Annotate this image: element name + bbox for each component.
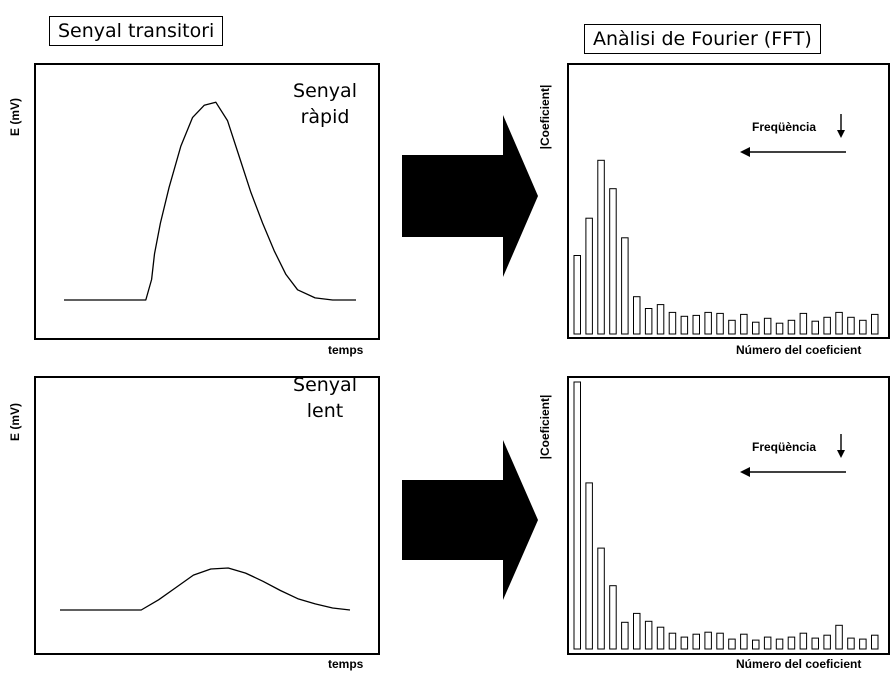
fast-spectrum-bar (573, 255, 581, 335)
slow-spectrum-bar (787, 636, 796, 650)
fast-freq-direction-arrow (740, 147, 846, 157)
slow-spectrum-panel (567, 376, 890, 655)
fast-spectrum-bar (823, 316, 831, 335)
fast-spectrum-bar (585, 217, 593, 335)
left-section-title: Senyal transitori (49, 16, 224, 46)
right-section-title: Anàlisi de Fourier (FFT) (584, 24, 821, 54)
slow-spectrum-bar (752, 639, 760, 650)
slow-spectrum-bar (656, 626, 665, 650)
fast-spectrum-bar (752, 321, 760, 335)
slow-spectrum-xlabel: Número del coeficient (736, 657, 862, 671)
fast-spectrum-xlabel: Número del coeficient (736, 343, 862, 357)
fast-signal-panel (34, 63, 380, 340)
slow-spectrum-bar (740, 633, 748, 650)
fast-spectrum-bar (787, 319, 796, 335)
slow-signal-label: Senyal lent (275, 372, 375, 424)
slow-spectrum-bar (621, 621, 629, 650)
slow-block-arrow (402, 440, 538, 600)
fast-spectrum-bar (799, 312, 808, 335)
fast-spectrum-bar (716, 312, 724, 335)
slow-spectrum-bar (811, 637, 819, 650)
slow-spectrum-bar (668, 632, 677, 650)
slow-spectrum-bar (763, 636, 772, 650)
slow-spectrum-bar (597, 547, 605, 650)
fast-signal-xlabel: temps (328, 343, 364, 357)
fast-signal-label: Senyal ràpid (275, 78, 375, 130)
fast-freq-down-arrow (837, 114, 845, 138)
fast-spectrum-bar (847, 316, 855, 335)
slow-freq-down-arrow (837, 434, 845, 458)
slow-signal-panel (34, 376, 380, 655)
slow-signal-xlabel: temps (328, 657, 364, 671)
fast-spectrum-bar (668, 311, 677, 335)
fast-spectrum-bar (775, 322, 784, 335)
slow-spectrum-bar (728, 638, 736, 650)
slow-spectrum-bar (847, 637, 855, 650)
slow-spectrum-bar (680, 636, 689, 650)
slow-spectrum-bar (609, 585, 617, 650)
fast-spectrum-bar (704, 311, 712, 335)
fast-spectrum-bar (728, 319, 736, 335)
fast-signal-line (64, 101, 356, 301)
slow-signal-label-line2: lent (306, 400, 344, 422)
slow-spectrum-bar (799, 632, 808, 650)
fast-spectrum-bar (656, 304, 665, 335)
fast-spectrum-bar (811, 320, 819, 335)
fast-spectrum-bar (633, 296, 641, 335)
slow-spectrum-bar (692, 633, 700, 650)
fast-spectrum-bar (740, 313, 748, 335)
fast-spectrum-panel (567, 63, 890, 339)
slow-freq-direction-arrow (740, 467, 846, 477)
fast-block-arrow (402, 115, 538, 277)
fast-spectrum-bar (644, 308, 653, 335)
slow-spectrum-bar (585, 482, 593, 650)
fast-spectrum-bar (763, 317, 772, 335)
slow-spectrum-bar (871, 634, 879, 650)
fast-spectrum-bar (835, 311, 843, 335)
fast-spectrum-bar (680, 315, 689, 335)
slow-spectrum-bar (859, 638, 867, 650)
fast-spectrum-bar (609, 188, 617, 335)
slow-spectrum-bar (716, 632, 724, 650)
slow-spectrum-bar (823, 634, 831, 650)
slow-signal-line (60, 567, 351, 611)
fast-spectrum-bar (871, 313, 879, 335)
slow-spectrum-bar (644, 620, 653, 650)
fast-signal-label-line2: ràpid (300, 106, 350, 128)
fast-spectrum-bar (859, 319, 867, 335)
slow-spectrum-freq-label: Freqüència (752, 440, 817, 454)
fast-signal-label-line1: Senyal (293, 80, 357, 102)
fast-spectrum-bar (597, 159, 605, 335)
fast-spectrum-bar (692, 314, 700, 335)
slow-spectrum-bar (633, 612, 641, 650)
fast-spectrum-bar (621, 237, 629, 335)
slow-signal-label-line1: Senyal (293, 374, 357, 396)
fast-spectrum-freq-label: Freqüència (752, 120, 817, 134)
slow-spectrum-bar (775, 638, 784, 650)
slow-spectrum-bar (835, 624, 843, 650)
slow-spectrum-bar (573, 381, 581, 650)
slow-spectrum-bar (704, 631, 712, 650)
